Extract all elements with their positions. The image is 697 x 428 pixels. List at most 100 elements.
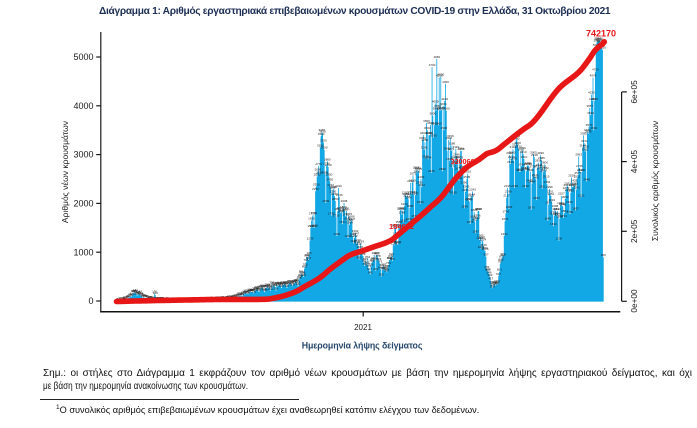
svg-text:2651: 2651	[516, 168, 523, 172]
svg-text:67: 67	[234, 294, 238, 298]
svg-text:1908: 1908	[407, 204, 414, 208]
svg-text:3090: 3090	[519, 146, 526, 150]
svg-text:840: 840	[387, 256, 392, 260]
svg-text:141: 141	[244, 290, 249, 294]
svg-text:517: 517	[496, 272, 501, 276]
svg-text:659: 659	[484, 265, 489, 269]
svg-text:2543: 2543	[532, 173, 539, 177]
svg-text:2343: 2343	[570, 183, 577, 187]
svg-text:2318: 2318	[511, 184, 518, 188]
svg-text:895: 895	[304, 253, 309, 257]
svg-text:11: 11	[120, 297, 123, 301]
svg-text:3080: 3080	[444, 147, 451, 151]
svg-text:3290: 3290	[513, 136, 520, 140]
svg-text:1735: 1735	[342, 212, 349, 216]
svg-text:663: 663	[302, 265, 307, 269]
svg-text:318: 318	[493, 282, 498, 286]
svg-text:3300: 3300	[445, 136, 452, 140]
svg-text:843: 843	[306, 256, 311, 260]
svg-text:3144: 3144	[579, 144, 586, 148]
svg-text:2660: 2660	[439, 167, 446, 171]
svg-text:902: 902	[305, 253, 310, 257]
svg-text:3957: 3957	[586, 104, 593, 108]
svg-text:1613: 1613	[400, 218, 407, 222]
svg-text:233: 233	[257, 286, 262, 290]
svg-text:1851: 1851	[343, 207, 350, 211]
svg-text:1780: 1780	[567, 210, 574, 214]
svg-text:2529: 2529	[568, 174, 575, 178]
svg-text:1636: 1636	[502, 217, 509, 221]
svg-text:2731: 2731	[449, 164, 456, 168]
svg-text:71: 71	[128, 294, 132, 298]
svg-text:0: 0	[88, 296, 93, 306]
svg-text:39: 39	[149, 295, 153, 299]
svg-text:917: 917	[500, 252, 505, 256]
svg-text:2596: 2596	[322, 170, 329, 174]
svg-text:110: 110	[239, 292, 244, 296]
svg-text:317: 317	[272, 282, 277, 286]
svg-text:341: 341	[286, 280, 291, 284]
svg-text:502: 502	[379, 273, 384, 277]
svg-text:328: 328	[274, 281, 279, 285]
svg-text:96: 96	[239, 292, 243, 296]
svg-text:493: 493	[487, 273, 492, 277]
svg-text:1840: 1840	[334, 207, 341, 211]
svg-text:64: 64	[127, 294, 131, 298]
svg-text:1899: 1899	[461, 204, 468, 208]
svg-text:3110: 3110	[510, 145, 517, 149]
svg-text:834: 834	[372, 256, 377, 260]
svg-text:1944: 1944	[559, 202, 566, 206]
svg-text:3400: 3400	[426, 131, 433, 135]
svg-text:127: 127	[136, 291, 141, 295]
svg-text:3500: 3500	[441, 126, 448, 130]
svg-text:1236: 1236	[556, 237, 563, 241]
svg-text:1768: 1768	[399, 211, 406, 215]
svg-text:230: 230	[253, 286, 258, 290]
svg-text:2084: 2084	[405, 195, 412, 199]
svg-text:Αριθμός νέων κρουσμάτων: Αριθμός νέων κρουσμάτων	[60, 121, 70, 223]
svg-text:1804: 1804	[561, 209, 568, 213]
svg-text:2362: 2362	[564, 182, 571, 186]
svg-text:2008: 2008	[341, 199, 348, 203]
svg-text:1859: 1859	[398, 206, 405, 210]
svg-text:815: 815	[363, 257, 368, 261]
svg-text:2054: 2054	[465, 197, 472, 201]
svg-text:2637: 2637	[540, 168, 547, 172]
svg-text:5000: 5000	[73, 52, 93, 62]
svg-text:3500: 3500	[590, 126, 597, 130]
svg-text:673: 673	[366, 264, 371, 268]
svg-text:4000: 4000	[440, 102, 447, 106]
svg-text:3233: 3233	[581, 139, 588, 143]
svg-text:172: 172	[243, 289, 248, 293]
svg-text:2144: 2144	[468, 192, 475, 196]
svg-text:942: 942	[372, 251, 377, 255]
svg-text:824: 824	[376, 257, 381, 261]
svg-text:3000: 3000	[73, 150, 93, 160]
svg-text:60: 60	[141, 294, 145, 298]
svg-text:3810: 3810	[587, 111, 594, 115]
svg-text:735: 735	[386, 261, 391, 265]
svg-text:1776: 1776	[549, 210, 556, 214]
svg-text:13: 13	[120, 296, 124, 300]
svg-text:693: 693	[380, 263, 385, 267]
svg-text:1869: 1869	[337, 206, 344, 210]
svg-text:342: 342	[282, 280, 287, 284]
svg-text:601: 601	[497, 268, 502, 272]
svg-text:838: 838	[387, 256, 392, 260]
svg-text:2780: 2780	[323, 161, 330, 165]
svg-text:945: 945	[375, 251, 380, 255]
svg-text:2725: 2725	[576, 164, 583, 168]
svg-text:2183: 2183	[410, 191, 417, 195]
svg-text:2032: 2032	[548, 198, 555, 202]
svg-text:2750: 2750	[325, 163, 332, 167]
svg-text:300: 300	[275, 282, 280, 286]
svg-text:3300: 3300	[419, 136, 426, 140]
svg-text:1646: 1646	[544, 217, 551, 221]
svg-text:342: 342	[491, 280, 496, 284]
svg-text:2200: 2200	[330, 190, 337, 194]
svg-text:2250: 2250	[312, 187, 319, 191]
svg-text:365: 365	[292, 279, 297, 283]
svg-text:2682: 2682	[542, 166, 549, 170]
svg-text:945: 945	[307, 251, 312, 255]
svg-text:394: 394	[294, 278, 299, 282]
